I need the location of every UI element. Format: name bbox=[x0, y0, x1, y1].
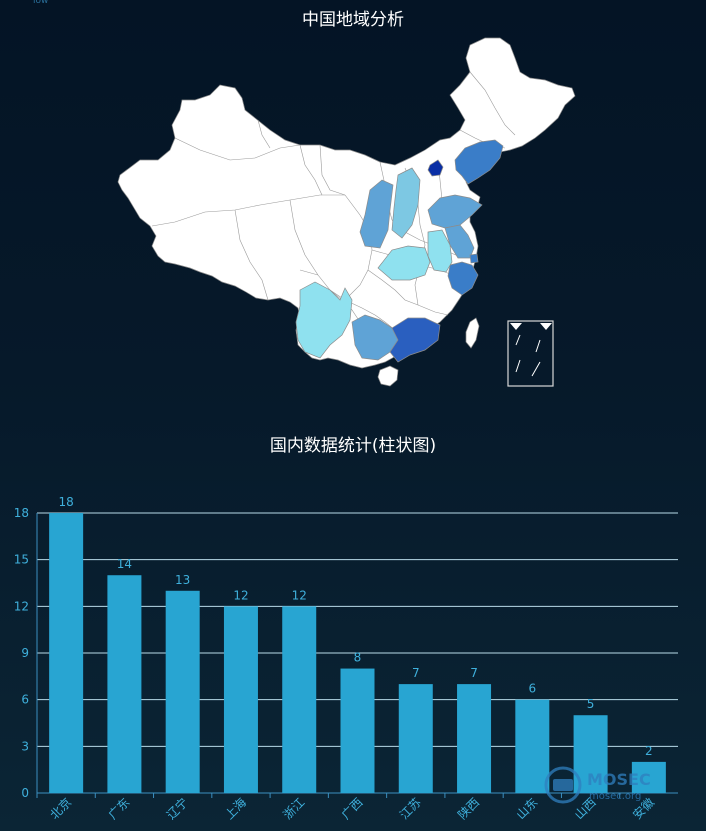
x-tick-label: 广东 bbox=[106, 795, 133, 822]
bar-value-label: 8 bbox=[354, 651, 362, 665]
bar[interactable] bbox=[631, 761, 666, 793]
bar-value-label: 6 bbox=[528, 682, 536, 696]
watermark-logo-icon bbox=[544, 766, 582, 804]
y-tick-label: 3 bbox=[21, 739, 29, 753]
bar[interactable] bbox=[165, 590, 200, 793]
y-tick-label: 12 bbox=[14, 599, 29, 613]
mosec-watermark: MOSEC mosec.org bbox=[544, 766, 651, 804]
x-tick-label: 陕西 bbox=[455, 795, 483, 823]
bar-chart-title: 国内数据统计(柱状图) bbox=[269, 436, 437, 456]
bar[interactable] bbox=[457, 684, 492, 793]
bar-chart: 0 3 6 9 12 15 18 18 北京 14 广东 13 辽宁 12 上海 12 浙江 8 广西 7 江苏 7 陕西 6… bbox=[14, 495, 678, 823]
bar-value-label: 7 bbox=[412, 666, 420, 680]
x-tick-label: 山东 bbox=[514, 795, 541, 822]
map-beijing[interactable] bbox=[427, 159, 444, 177]
y-tick-label: 18 bbox=[14, 506, 29, 520]
y-tick-label: 0 bbox=[21, 786, 29, 800]
map-henan[interactable] bbox=[377, 245, 431, 281]
x-tick-label: 北京 bbox=[47, 795, 74, 822]
bar[interactable] bbox=[223, 606, 258, 793]
map-shanxi[interactable] bbox=[391, 167, 421, 239]
bar-value-label: 18 bbox=[58, 495, 73, 509]
bar-value-label: 5 bbox=[587, 697, 595, 711]
watermark-url: mosec.org bbox=[589, 791, 641, 802]
map-regions bbox=[117, 37, 576, 387]
map-inset-south-sea bbox=[507, 320, 554, 387]
map-taiwan[interactable] bbox=[465, 317, 480, 349]
map-liaoning[interactable] bbox=[454, 139, 504, 185]
map-yunnan[interactable] bbox=[295, 281, 353, 359]
y-tick-label: 15 bbox=[14, 553, 29, 567]
map-title: 中国地域分析 bbox=[302, 10, 404, 30]
bar[interactable] bbox=[340, 668, 375, 793]
bar[interactable] bbox=[515, 699, 550, 793]
bar-value-label: 12 bbox=[233, 588, 248, 602]
bar-value-label: 12 bbox=[292, 588, 307, 602]
x-tick-label: 浙江 bbox=[280, 795, 307, 822]
x-tick-label: 上海 bbox=[221, 795, 249, 823]
bar-value-label: 7 bbox=[470, 666, 478, 680]
china-map bbox=[117, 37, 576, 387]
y-tick-label: 6 bbox=[21, 693, 29, 707]
x-tick-label: 辽宁 bbox=[163, 795, 191, 823]
bar[interactable] bbox=[107, 575, 142, 793]
x-tick-label: 江苏 bbox=[397, 795, 424, 822]
y-tick-label: 9 bbox=[21, 646, 29, 660]
x-tick-label: 广西 bbox=[339, 795, 366, 822]
bar[interactable] bbox=[282, 606, 317, 793]
map-corner-label: low bbox=[33, 0, 49, 6]
map-hainan[interactable] bbox=[377, 365, 399, 387]
map-jiangsu[interactable] bbox=[444, 224, 475, 259]
bar-value-label: 14 bbox=[117, 557, 132, 571]
map-shanghai[interactable] bbox=[469, 253, 479, 264]
map-guangdong[interactable] bbox=[389, 317, 441, 363]
map-shandong[interactable] bbox=[427, 194, 483, 229]
watermark-brand: MOSEC bbox=[587, 770, 651, 789]
bar-value-label: 2 bbox=[645, 744, 653, 758]
bar[interactable] bbox=[398, 684, 433, 793]
bar-value-label: 13 bbox=[175, 573, 190, 587]
map-zhejiang[interactable] bbox=[447, 261, 479, 296]
map-shaanxi[interactable] bbox=[359, 179, 394, 249]
bar[interactable] bbox=[49, 513, 84, 793]
